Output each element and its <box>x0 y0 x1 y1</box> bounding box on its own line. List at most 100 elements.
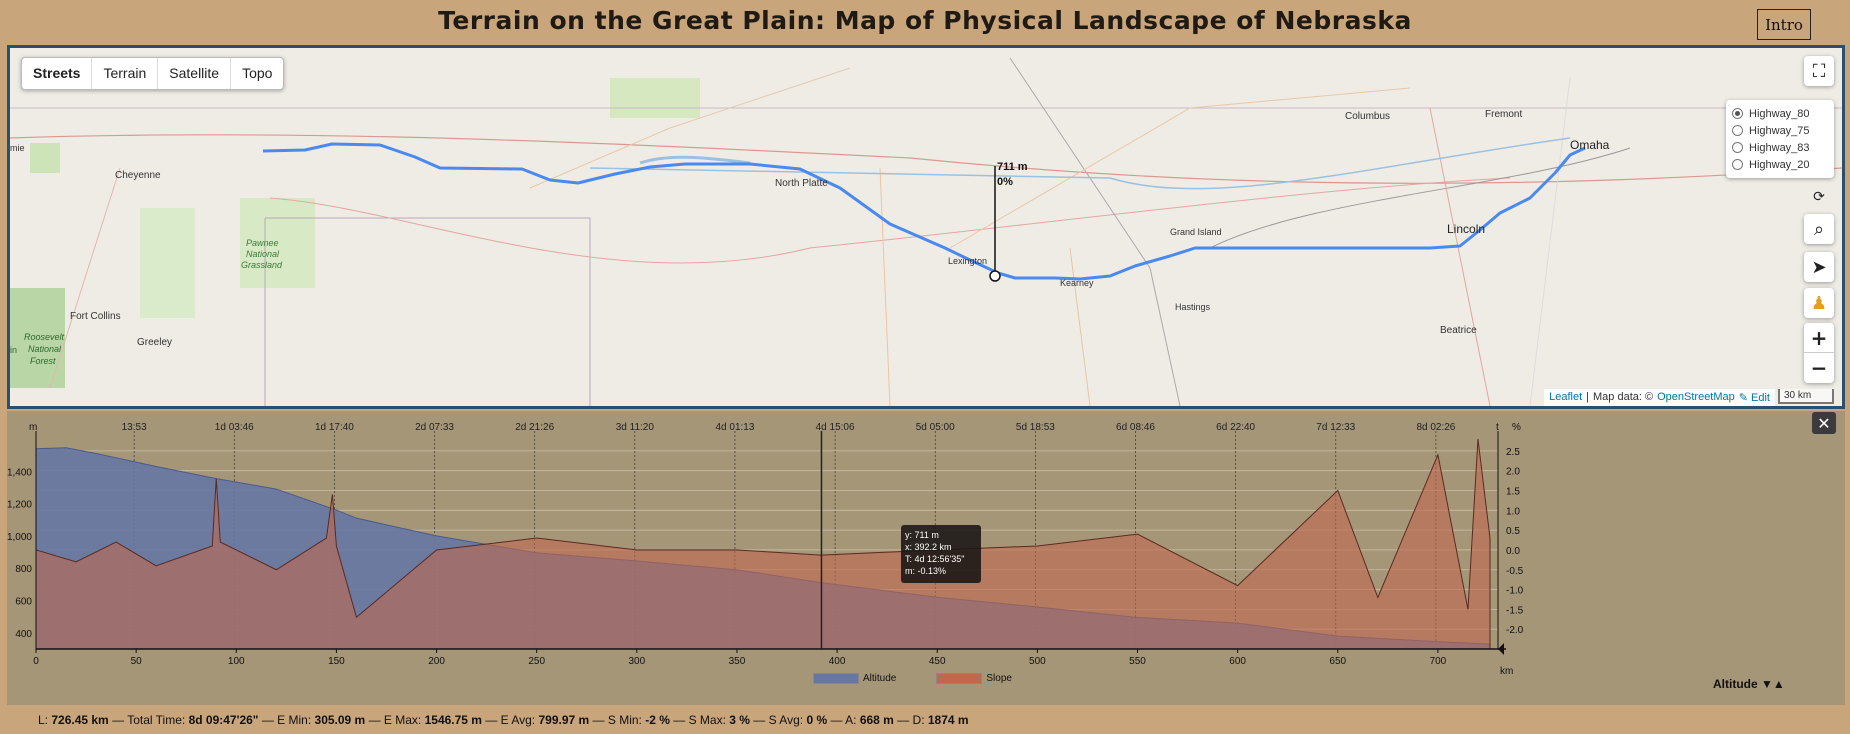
x-tick-label: 700 <box>1430 656 1447 667</box>
route-label: Highway_80 <box>1749 107 1810 120</box>
tooltip-time: T: 4d 12:56'35" <box>905 554 965 564</box>
x-tick-label: 250 <box>528 656 545 667</box>
osm-link[interactable]: OpenStreetMap <box>1657 391 1735 403</box>
intro-button[interactable]: Intro <box>1757 9 1811 40</box>
locate-icon[interactable]: ➤ <box>1804 252 1834 282</box>
y2-tick-label: 2.5 <box>1506 447 1520 458</box>
time-tick-label: 5d 18:53 <box>1016 422 1055 433</box>
fullscreen-icon[interactable]: ⛶ <box>1804 56 1834 86</box>
x-unit-label: km <box>1500 666 1513 677</box>
map-view[interactable]: Cheyenne Fort Collins Greeley North Plat… <box>7 45 1845 409</box>
edit-link[interactable]: ✎ Edit <box>1738 392 1770 404</box>
tab-satellite[interactable]: Satellite <box>158 58 232 89</box>
route-option-highway-83[interactable]: Highway_83 <box>1732 139 1828 156</box>
radio-icon[interactable] <box>1732 159 1743 170</box>
y2-tick-label: -0.5 <box>1506 566 1524 577</box>
place-label: Kearney <box>1060 278 1094 288</box>
spinner-icon: ⟳ <box>1813 189 1825 205</box>
close-profile-button[interactable]: ✕ <box>1812 412 1836 434</box>
route-marker <box>989 270 1001 282</box>
place-label: Omaha <box>1570 138 1610 152</box>
x-tick-label: 50 <box>131 656 143 667</box>
y-tick-label: 1,400 <box>7 467 32 478</box>
y2-tick-label: 0.5 <box>1506 526 1520 537</box>
route-option-highway-20[interactable]: Highway_20 <box>1732 156 1828 173</box>
time-tick-label: 1d 03:46 <box>215 422 254 433</box>
radio-icon[interactable] <box>1732 108 1743 119</box>
x-tick-label: 300 <box>628 656 645 667</box>
y-tick-label: 1,000 <box>7 532 32 543</box>
radio-icon[interactable] <box>1732 125 1743 136</box>
place-label: Hastings <box>1175 302 1211 312</box>
route-label: Highway_83 <box>1749 141 1810 154</box>
marker-altitude: 711 m <box>997 161 1028 173</box>
zoom-control: + − <box>1804 323 1834 383</box>
place-label: National <box>28 344 62 354</box>
layer-switcher: Streets Terrain Satellite Topo <box>21 57 285 90</box>
time-tick-label: 5d 05:00 <box>916 422 955 433</box>
x-tick-label: 500 <box>1029 656 1046 667</box>
summary-ascent: 668 m <box>859 713 894 727</box>
time-tick-label: 7d 12:33 <box>1316 422 1355 433</box>
summary-total-time: 8d 09:47'26" <box>188 713 259 727</box>
place-label: Greeley <box>137 337 172 348</box>
tooltip-slope: m: -0.13% <box>905 566 947 576</box>
time-tick-label: 6d 22:40 <box>1216 422 1255 433</box>
tab-terrain[interactable]: Terrain <box>92 58 159 89</box>
highway-line <box>10 134 1842 184</box>
place-label: Cheyenne <box>115 170 161 181</box>
legend-label: Slope <box>986 673 1012 684</box>
time-tick-label: 4d 15:06 <box>816 422 855 433</box>
time-tick-label: 6d 08:46 <box>1116 422 1155 433</box>
route-option-highway-75[interactable]: Highway_75 <box>1732 122 1828 139</box>
tab-topo[interactable]: Topo <box>242 65 273 81</box>
time-unit-label: t <box>1496 422 1499 433</box>
place-label: Pawnee <box>246 238 279 248</box>
route-selector: Highway_80 Highway_75 Highway_83 Highway… <box>1726 100 1834 178</box>
y2-tick-label: 1.0 <box>1506 506 1520 517</box>
legend-swatch <box>813 673 859 684</box>
elevation-profile[interactable]: 13:53 1d 03:46 1d 17:40 2d 07:33 2d 21:26 3d … <box>7 411 1845 705</box>
place-label: Columbus <box>1345 111 1390 122</box>
place-label: National <box>246 249 280 259</box>
zoom-out-button[interactable]: − <box>1810 356 1828 380</box>
tab-streets[interactable]: Streets <box>22 58 93 89</box>
pegman-icon[interactable]: ♟ <box>1804 288 1834 318</box>
page-title: Terrain on the Great Plain: Map of Physi… <box>438 6 1412 35</box>
place-label: Grassland <box>241 260 283 270</box>
x-tick-label: 200 <box>428 656 445 667</box>
y2-unit-label: % <box>1512 422 1521 433</box>
legend-slope[interactable]: Slope <box>936 673 1012 684</box>
basemap: Cheyenne Fort Collins Greeley North Plat… <box>10 57 1842 406</box>
route-option-highway-80[interactable]: Highway_80 <box>1732 105 1828 122</box>
grassland-area <box>140 208 195 318</box>
x-tick-label: 350 <box>729 656 746 667</box>
summary-e-min: 305.09 m <box>314 713 366 727</box>
place-label: Grand Island <box>1170 227 1222 237</box>
x-tick-label: 150 <box>328 656 345 667</box>
attribution-separator: | <box>1586 391 1590 403</box>
legend-altitude[interactable]: Altitude <box>813 673 896 684</box>
y2-tick-label: -1.0 <box>1506 586 1524 597</box>
place-label: North Platte <box>775 178 828 189</box>
x-tick-label: 600 <box>1229 656 1246 667</box>
radio-icon[interactable] <box>1732 142 1743 153</box>
y2-tick-label: 0.0 <box>1506 546 1520 557</box>
summary-e-max: 1546.75 m <box>424 713 482 727</box>
leaflet-link[interactable]: Leaflet <box>1549 391 1583 403</box>
profile-chart[interactable]: 13:53 1d 03:46 1d 17:40 2d 07:33 2d 21:26 3d … <box>7 411 1845 705</box>
hover-tooltip: y: 711 m x: 392.2 km T: 4d 12:56'35" m: … <box>901 525 981 583</box>
x-tick-label: 100 <box>228 656 245 667</box>
x-tick-label: 0 <box>33 656 39 667</box>
search-icon[interactable]: ⌕ <box>1804 214 1834 244</box>
place-label: Roosevelt <box>24 332 65 342</box>
axis-arrow <box>1498 643 1504 655</box>
tooltip-y: y: 711 m <box>905 530 939 540</box>
y-tick-label: 400 <box>15 629 32 640</box>
place-label: Fort Collins <box>70 311 121 322</box>
zoom-in-button[interactable]: + <box>1804 323 1834 353</box>
x-tick-label: 650 <box>1329 656 1346 667</box>
altitude-toggle[interactable]: Altitude ▼▲ <box>1713 677 1785 691</box>
x-tick-label: 400 <box>829 656 846 667</box>
route-line <box>262 142 1586 281</box>
